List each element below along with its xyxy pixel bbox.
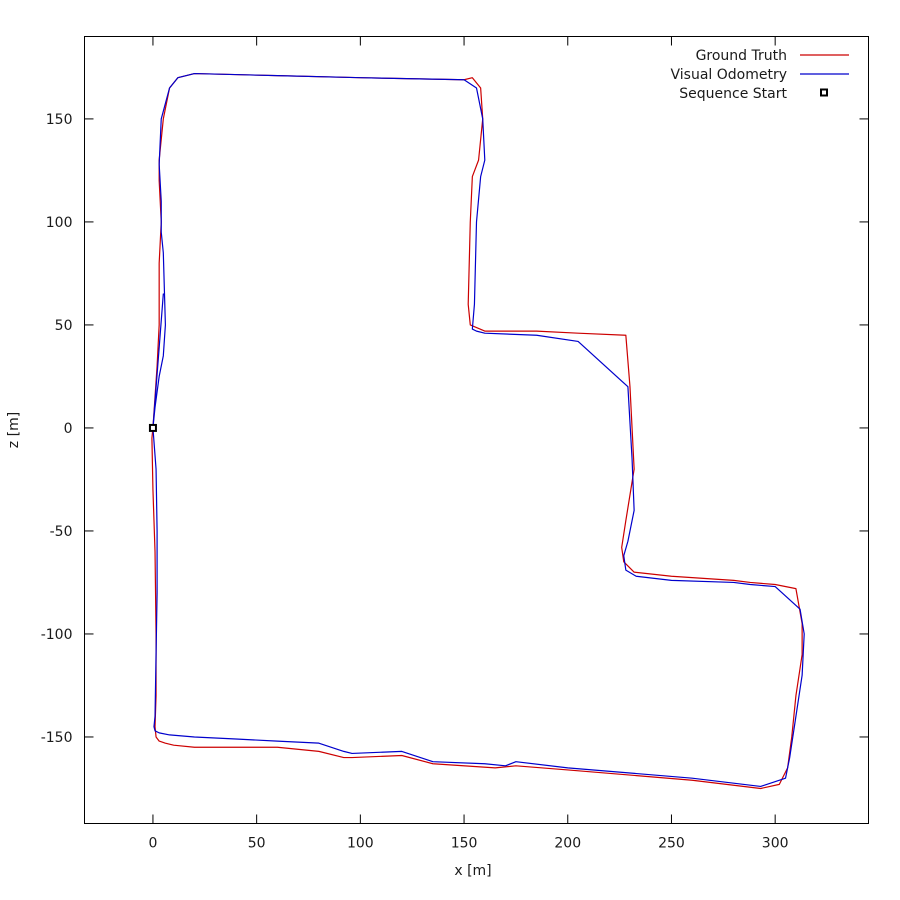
plot-frame <box>84 36 869 824</box>
legend: Ground Truth Visual Odometry Sequence St… <box>671 48 849 102</box>
y-tick-label: -150 <box>41 730 73 746</box>
y-tick-label: 50 <box>55 318 73 334</box>
y-tick-label: -100 <box>41 627 73 643</box>
x-tick-label: 300 <box>762 836 789 852</box>
y-axis-label: z [m] <box>6 412 22 448</box>
y-tick-label: 0 <box>64 421 73 437</box>
x-axis-label: x [m] <box>454 863 491 879</box>
y-axis-ticks: -150 -100 -50 0 50 100 150 <box>41 112 869 746</box>
x-axis-ticks: 0 50 100 150 200 250 300 <box>148 36 789 852</box>
x-tick-label: 0 <box>148 836 157 852</box>
x-tick-label: 100 <box>347 836 374 852</box>
y-tick-label: 100 <box>46 215 73 231</box>
series-layer <box>151 72 805 790</box>
sequence-start-marker <box>148 423 157 432</box>
start-marker-layer <box>148 423 157 432</box>
series-line-ground-truth <box>151 72 803 790</box>
series-line-visual-odometry <box>152 72 805 788</box>
legend-label-sequence-start: Sequence Start <box>679 86 787 102</box>
x-tick-label: 150 <box>451 836 478 852</box>
legend-marker-sequence-start <box>820 88 828 97</box>
legend-label-visual-odometry: Visual Odometry <box>671 67 788 83</box>
y-tick-label: 150 <box>46 112 73 128</box>
y-tick-label: -50 <box>50 524 73 540</box>
x-tick-label: 200 <box>554 836 581 852</box>
legend-label-ground-truth: Ground Truth <box>696 48 787 64</box>
x-tick-label: 250 <box>658 836 685 852</box>
x-tick-label: 50 <box>248 836 266 852</box>
